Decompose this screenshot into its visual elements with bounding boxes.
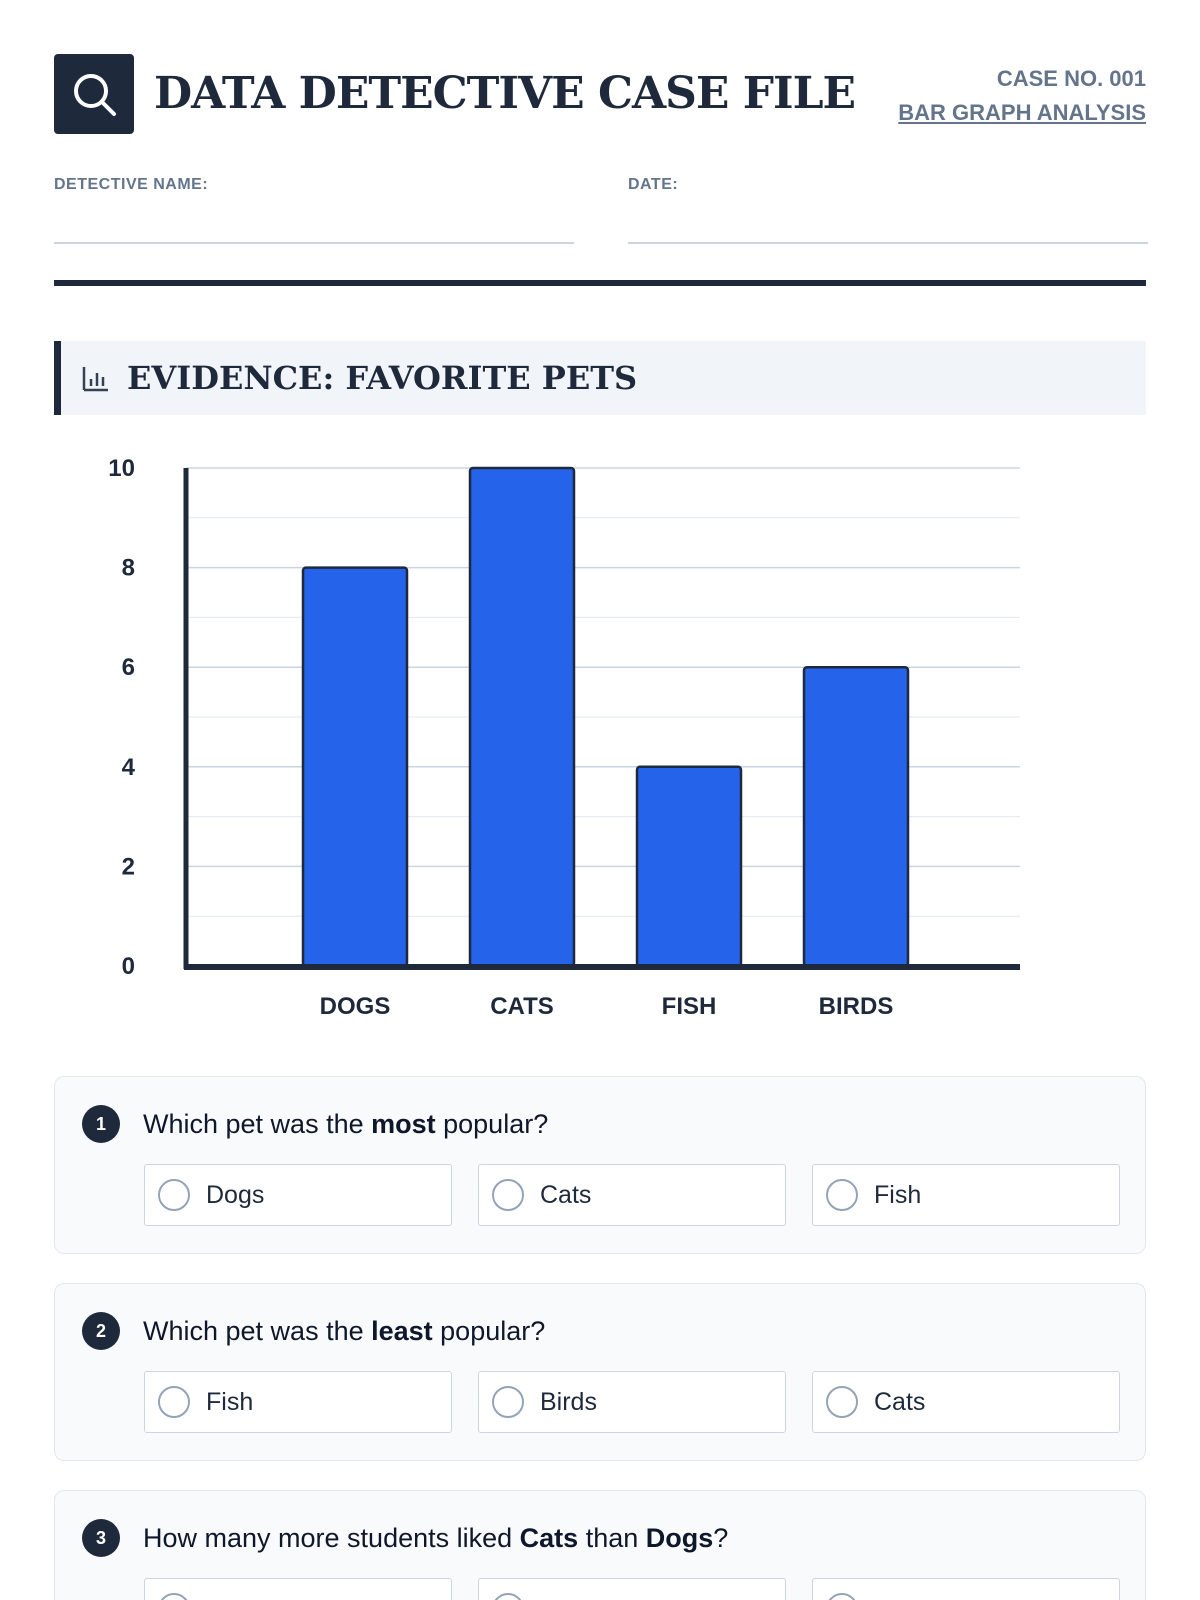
logo [54,54,134,134]
question-text-part: How many more students liked [143,1523,520,1553]
radio-button[interactable] [826,1386,858,1418]
answer-option[interactable]: Cats [812,1371,1120,1433]
detective-name-field[interactable]: DETECTIVE NAME: [54,176,574,244]
question-number: 3 [82,1519,120,1557]
question-card: 2 Which pet was the least popular? Fish Bir… [54,1283,1146,1461]
radio-button[interactable] [158,1386,190,1418]
radio-button[interactable] [492,1593,524,1600]
radio-button[interactable] [158,1593,190,1600]
header: DATA DETECTIVE CASE FILE CASE NO. 001 BA… [54,54,1146,134]
question-emphasis: least [371,1316,433,1346]
x-tick-label: FISH [662,993,717,1020]
answer-option-label: Cats [540,1181,592,1209]
radio-button[interactable] [492,1386,524,1418]
page-title: DATA DETECTIVE CASE FILE [154,68,856,119]
bar [301,566,409,968]
bar [802,665,910,968]
answer-option[interactable]: Fish [144,1371,452,1433]
section-title: EVIDENCE: FAVORITE PETS [127,359,638,397]
question-text-part: Which pet was the [143,1109,372,1139]
radio-button[interactable] [826,1593,858,1600]
question-emphasis: Dogs [645,1523,714,1553]
bar-chart-icon [82,367,108,392]
question-text: How many more students liked Cats than D… [143,1519,728,1557]
header-divider [54,280,1146,286]
bar [635,765,743,968]
detective-name-label: DETECTIVE NAME: [54,176,209,193]
question-text-part: Which pet was the [143,1316,372,1346]
date-field[interactable]: DATE: [628,176,1148,244]
question-number: 1 [82,1105,120,1143]
answer-option[interactable]: Cats [478,1164,786,1226]
date-label: DATE: [628,176,679,193]
section-banner: EVIDENCE: FAVORITE PETS [54,341,1146,415]
x-tick-label: DOGS [320,993,391,1020]
y-tick-label: 2 [122,853,135,880]
answer-option[interactable]: Fish [812,1164,1120,1226]
x-tick-label: CATS [490,993,554,1020]
answer-option[interactable] [144,1578,452,1600]
y-tick-label: 4 [122,754,136,781]
question-card: 3 How many more students liked Cats than … [54,1490,1146,1600]
radio-button[interactable] [826,1179,858,1211]
case-subtitle: BAR GRAPH ANALYSIS [898,100,1146,125]
date-line[interactable] [628,242,1148,244]
question-text-part: popular? [435,1109,549,1139]
y-tick-label: 10 [108,455,135,482]
answer-option[interactable]: Birds [478,1371,786,1433]
answer-option-label: Birds [540,1388,597,1416]
magnifying-glass-icon [74,74,116,116]
question-text-part: ? [713,1523,729,1553]
case-meta: CASE NO. 001 BAR GRAPH ANALYSIS [898,62,1146,130]
radio-button[interactable] [158,1179,190,1211]
answer-option-label: Cats [874,1388,926,1416]
radio-button[interactable] [492,1179,524,1211]
answer-option[interactable] [812,1578,1120,1600]
question-emphasis: most [371,1109,436,1139]
answer-option[interactable] [478,1578,786,1600]
question-text-part: popular? [432,1316,546,1346]
y-tick-label: 6 [122,654,135,681]
detective-name-line[interactable] [54,242,574,244]
case-number: CASE NO. 001 [996,66,1146,91]
question-text: Which pet was the least popular? [143,1312,545,1350]
question-number: 2 [82,1312,120,1350]
answer-option-label: Dogs [206,1181,265,1209]
question-text-part: than [578,1523,646,1553]
answer-option-label: Fish [206,1388,254,1416]
bar-chart: 0 2 4 6 8 10 DOGS CATS FISH BIRDS [108,455,1020,1020]
question-emphasis: Cats [519,1523,579,1553]
answer-option[interactable]: Dogs [144,1164,452,1226]
x-tick-label: BIRDS [819,993,894,1020]
question-text: Which pet was the most popular? [143,1105,548,1143]
bar [468,466,576,968]
y-tick-label: 8 [122,555,135,582]
answer-option-label: Fish [874,1181,922,1209]
question-card: 1 Which pet was the most popular? Dogs Cats… [54,1076,1146,1254]
y-tick-label: 0 [122,953,135,980]
